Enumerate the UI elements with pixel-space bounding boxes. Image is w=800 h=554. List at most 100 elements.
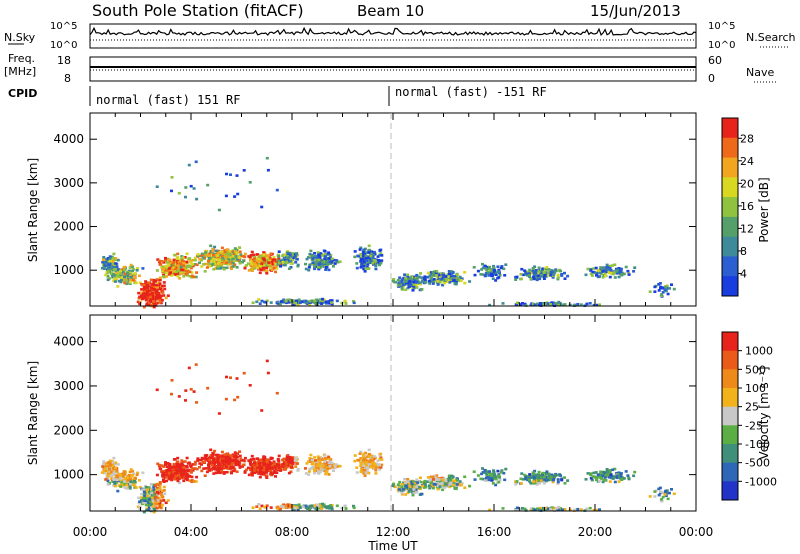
data-cell bbox=[314, 507, 318, 510]
data-cell bbox=[106, 266, 110, 269]
data-cell bbox=[397, 283, 401, 287]
data-cell bbox=[523, 507, 527, 511]
data-cell bbox=[434, 477, 438, 480]
data-cell bbox=[265, 474, 269, 477]
data-cell bbox=[294, 301, 297, 305]
data-cell bbox=[373, 259, 377, 262]
data-cell bbox=[307, 506, 311, 509]
data-cell bbox=[123, 281, 127, 285]
data-cell bbox=[137, 274, 141, 278]
data-cell bbox=[492, 469, 495, 472]
data-cell bbox=[617, 271, 621, 274]
data-cell bbox=[344, 507, 348, 510]
data-cell bbox=[253, 466, 257, 469]
data-cell bbox=[185, 465, 189, 468]
data-cell bbox=[155, 282, 159, 285]
data-cell bbox=[330, 302, 334, 306]
data-cell bbox=[144, 281, 148, 284]
data-cell bbox=[314, 298, 318, 302]
data-cell bbox=[537, 274, 541, 277]
data-cell bbox=[165, 476, 169, 479]
data-cell bbox=[353, 454, 357, 457]
data-cell bbox=[429, 475, 433, 479]
data-cell bbox=[444, 482, 448, 486]
data-cell bbox=[111, 473, 115, 476]
data-cell bbox=[486, 476, 490, 479]
data-cell bbox=[417, 281, 421, 284]
data-cell bbox=[227, 467, 231, 470]
data-cell bbox=[276, 457, 280, 461]
data-cell bbox=[262, 461, 266, 464]
data-cell bbox=[246, 466, 250, 470]
data-cell bbox=[363, 270, 367, 273]
data-cell bbox=[611, 264, 615, 267]
data-cell bbox=[258, 475, 262, 479]
data-cell bbox=[283, 253, 287, 257]
data-cell bbox=[305, 301, 309, 305]
data-cell bbox=[288, 253, 292, 257]
data-cell bbox=[484, 272, 488, 275]
data-cell bbox=[559, 269, 563, 273]
data-cell bbox=[164, 463, 167, 466]
data-cell bbox=[104, 478, 108, 481]
data-cell bbox=[150, 286, 154, 290]
data-cell bbox=[457, 481, 460, 485]
data-cell bbox=[340, 506, 344, 510]
data-cell bbox=[550, 301, 554, 304]
data-cell bbox=[119, 476, 123, 480]
data-cell bbox=[265, 266, 269, 270]
velocity-data-cells bbox=[100, 359, 676, 514]
data-cell bbox=[547, 274, 551, 277]
data-cell bbox=[179, 476, 183, 479]
data-cell bbox=[274, 262, 278, 266]
data-cell bbox=[265, 465, 269, 469]
data-cell bbox=[329, 504, 333, 507]
data-cell bbox=[412, 280, 416, 284]
data-cell bbox=[326, 464, 330, 467]
data-cell bbox=[273, 258, 276, 261]
data-cell bbox=[295, 458, 299, 461]
data-cell bbox=[366, 463, 370, 466]
data-cell bbox=[533, 276, 537, 279]
data-cell bbox=[360, 263, 364, 267]
data-cell bbox=[552, 477, 556, 481]
data-cell bbox=[315, 260, 319, 263]
data-cell bbox=[207, 259, 211, 263]
data-cell bbox=[221, 459, 224, 462]
data-cell bbox=[170, 274, 174, 277]
data-cell bbox=[174, 267, 177, 271]
data-cell bbox=[307, 470, 311, 473]
data-cell bbox=[431, 475, 435, 479]
data-cell bbox=[145, 507, 149, 510]
data-cell bbox=[167, 267, 171, 270]
data-cell bbox=[288, 251, 292, 255]
data-cell bbox=[418, 487, 422, 491]
data-cell bbox=[411, 286, 414, 289]
data-cell bbox=[501, 302, 505, 305]
data-cell bbox=[374, 472, 378, 475]
data-cell bbox=[246, 262, 250, 265]
data-cell bbox=[592, 471, 596, 475]
data-cell bbox=[114, 474, 118, 477]
data-cell bbox=[498, 478, 502, 482]
data-cell bbox=[494, 271, 498, 274]
data-cell bbox=[289, 259, 293, 263]
data-cell bbox=[128, 470, 132, 474]
data-cell bbox=[158, 505, 162, 509]
data-cell bbox=[380, 259, 384, 262]
data-cell bbox=[423, 275, 427, 278]
data-cell bbox=[214, 249, 218, 253]
data-cell bbox=[536, 272, 540, 276]
data-cell bbox=[123, 477, 127, 480]
data-cell bbox=[392, 482, 396, 486]
data-cell bbox=[102, 469, 106, 473]
data-cell bbox=[589, 269, 593, 272]
data-cell bbox=[104, 465, 108, 468]
data-cell bbox=[531, 472, 535, 476]
data-cell bbox=[668, 491, 671, 495]
data-cell bbox=[294, 506, 297, 510]
data-cell bbox=[174, 472, 177, 475]
data-cell bbox=[362, 260, 366, 264]
data-cell bbox=[111, 257, 115, 260]
